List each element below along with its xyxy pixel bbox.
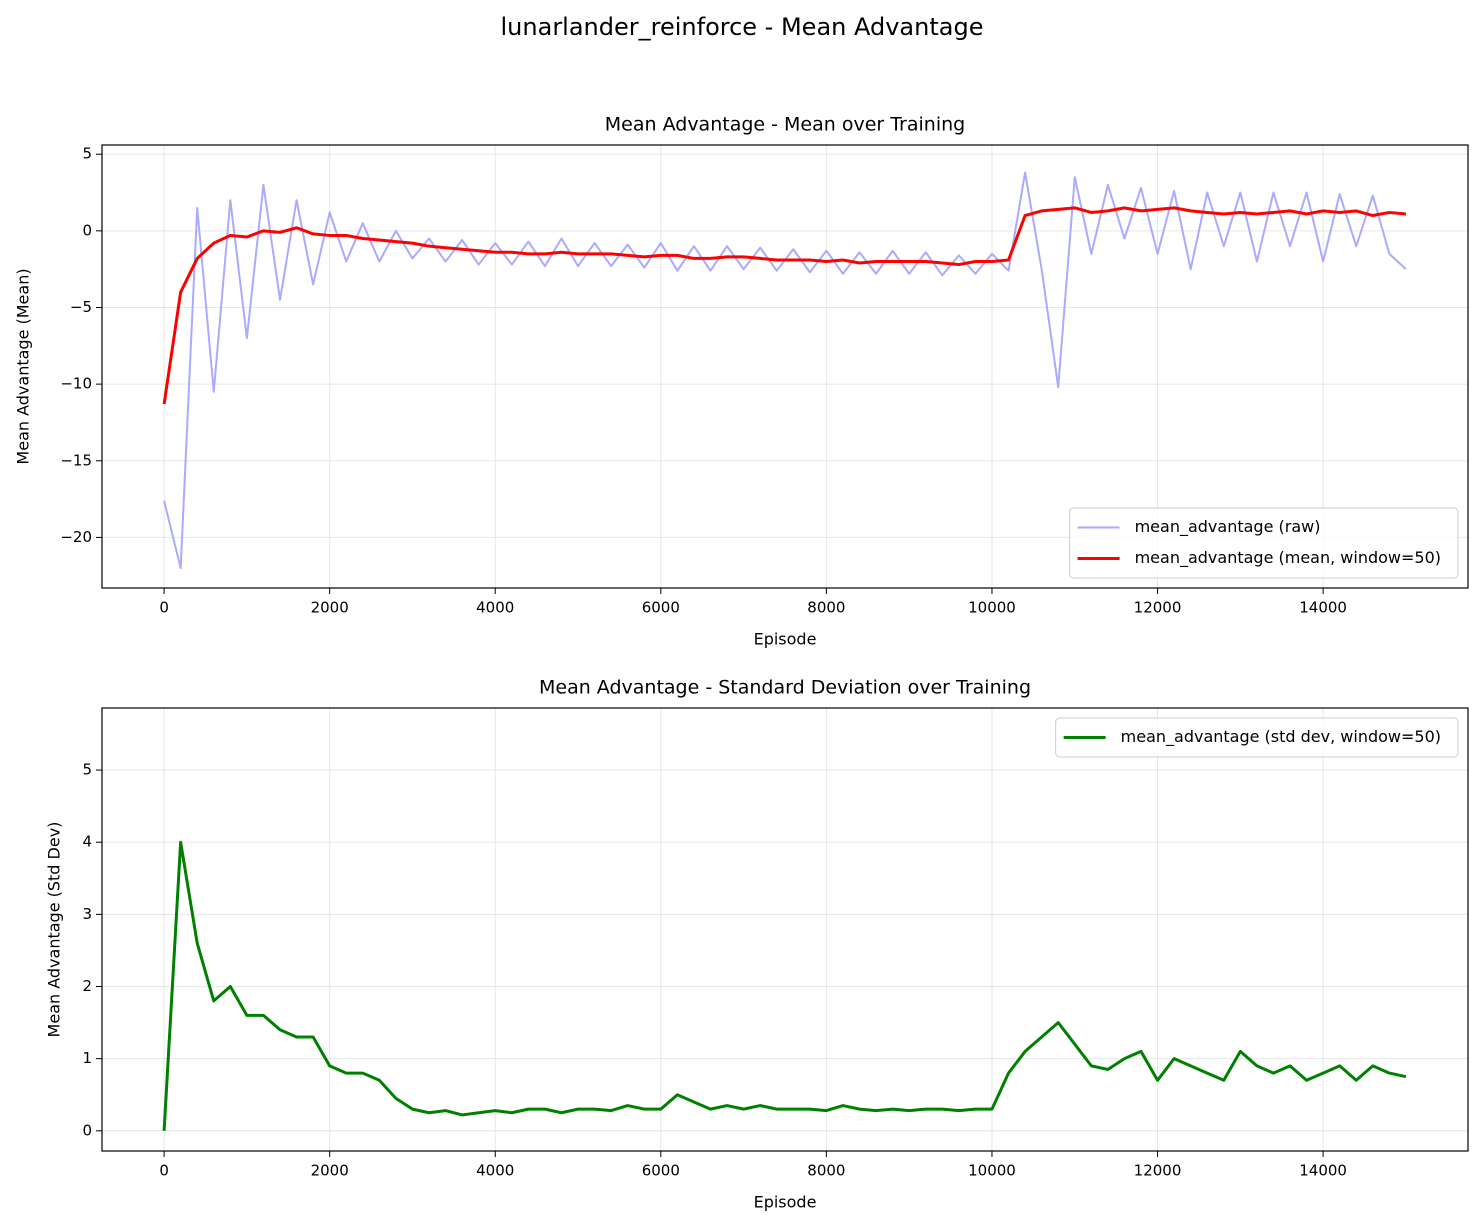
data-line	[162, 206, 1407, 405]
y-tick-label: 3	[82, 905, 92, 923]
y-tick-label: 0	[82, 221, 92, 239]
x-tick-label: 4000	[476, 599, 514, 617]
y-tick-label: −15	[60, 451, 92, 469]
data-line	[162, 840, 1407, 1131]
y-axis-label: Mean Advantage (Std Dev)	[45, 822, 64, 1038]
axes-title: Mean Advantage - Standard Deviation over…	[539, 677, 1031, 699]
y-tick-label: 5	[82, 761, 92, 779]
legend-label: mean_advantage (mean, window=50)	[1135, 548, 1441, 568]
y-tick-label: −20	[60, 528, 92, 546]
y-axis-label: Mean Advantage (Mean)	[14, 268, 33, 464]
x-tick-label: 14000	[1299, 1162, 1347, 1180]
x-tick-label: 0	[159, 1162, 169, 1180]
legend: mean_advantage (raw) mean_advantage (mean…	[1069, 507, 1459, 579]
x-tick-label: 14000	[1299, 599, 1347, 617]
axes-frame	[101, 707, 1469, 1152]
axes-frame	[101, 144, 1469, 589]
x-tick-label: 2000	[311, 599, 349, 617]
y-tick-label: −10	[60, 375, 92, 393]
y-tick-label: 5	[82, 145, 92, 163]
y-tick-label: 4	[82, 833, 92, 851]
legend-label: mean_advantage (raw)	[1135, 517, 1321, 537]
x-tick-label: 6000	[642, 599, 680, 617]
x-tick-label: 6000	[642, 1162, 680, 1180]
x-axis-label: Episode	[754, 1193, 817, 1212]
x-tick-label: 10000	[968, 1162, 1016, 1180]
x-tick-label: 8000	[807, 599, 845, 617]
y-tick-label: 1	[82, 1049, 92, 1067]
y-tick-label: 0	[82, 1121, 92, 1139]
x-tick-label: 4000	[476, 1162, 514, 1180]
x-tick-label: 2000	[311, 1162, 349, 1180]
y-tick-label: −5	[70, 298, 92, 316]
x-axis-label: Episode	[754, 630, 817, 649]
y-tick-label: 2	[82, 977, 92, 995]
legend-box	[1055, 717, 1459, 758]
legend-label: mean_advantage (std dev, window=50)	[1121, 727, 1441, 747]
x-tick-label: 0	[159, 599, 169, 617]
figure-title: lunarlander_reinforce - Mean Advantage	[501, 13, 984, 41]
axes-title: Mean Advantage - Mean over Training	[605, 114, 965, 136]
x-tick-label: 8000	[807, 1162, 845, 1180]
legend-box	[1069, 507, 1459, 579]
legend: mean_advantage (std dev, window=50)	[1055, 717, 1459, 758]
x-tick-label: 12000	[1134, 599, 1182, 617]
x-tick-label: 12000	[1134, 1162, 1182, 1180]
x-tick-label: 10000	[968, 599, 1016, 617]
